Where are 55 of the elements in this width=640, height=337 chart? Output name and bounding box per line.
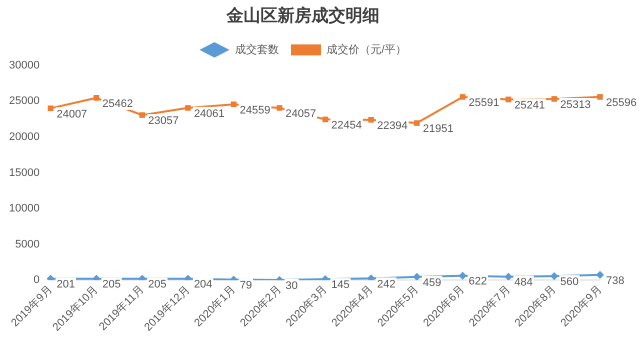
data-label: 201 xyxy=(56,278,75,291)
data-label: 459 xyxy=(422,276,442,289)
data-label: 484 xyxy=(514,276,533,289)
data-label: 25591 xyxy=(468,96,500,109)
data-label: 145 xyxy=(331,279,350,292)
data-label: 622 xyxy=(468,276,488,288)
point xyxy=(94,95,100,101)
legend-label: 成交价（元/平） xyxy=(326,42,407,56)
point xyxy=(596,270,604,279)
data-label: 24061 xyxy=(194,108,225,120)
y-tick-label: 15000 xyxy=(8,166,40,179)
chart-title: 金山区新房成交明细 xyxy=(226,6,380,25)
data-label: 24559 xyxy=(240,104,270,116)
data-label: 560 xyxy=(560,276,579,288)
data-label: 205 xyxy=(102,278,121,291)
point xyxy=(550,272,558,280)
y-tick-label: 20000 xyxy=(8,131,40,144)
y-tick-label: 0 xyxy=(33,274,40,286)
point xyxy=(368,117,374,123)
y-tick-label: 5000 xyxy=(15,238,40,250)
point xyxy=(551,96,558,102)
data-label: 21951 xyxy=(422,123,454,136)
y-tick-label: 30000 xyxy=(8,59,40,72)
point xyxy=(367,274,376,280)
point xyxy=(597,94,603,100)
data-label: 22394 xyxy=(377,120,408,132)
point xyxy=(460,94,466,100)
point xyxy=(276,105,282,111)
data-label: 24007 xyxy=(56,108,88,120)
point xyxy=(458,272,467,280)
y-tick-label: 25000 xyxy=(8,95,40,108)
data-label: 25241 xyxy=(514,100,546,112)
point xyxy=(412,272,421,280)
point xyxy=(230,102,237,108)
point xyxy=(322,116,328,122)
y-tick-label: 10000 xyxy=(8,202,40,215)
data-label: 24057 xyxy=(286,108,316,120)
point xyxy=(504,272,512,280)
point xyxy=(139,112,145,118)
data-label: 30 xyxy=(286,280,298,292)
data-label: 205 xyxy=(148,278,167,291)
point xyxy=(506,96,512,102)
data-label: 25313 xyxy=(560,98,591,111)
data-label: 738 xyxy=(606,274,624,287)
data-label: 242 xyxy=(377,278,396,290)
data-label: 79 xyxy=(240,280,252,292)
data-label: 22454 xyxy=(331,119,362,132)
point xyxy=(48,105,54,112)
data-label: 25462 xyxy=(102,98,133,110)
data-label: 23057 xyxy=(148,115,179,128)
legend-label: 成交套数 xyxy=(234,42,279,56)
data-label: 25596 xyxy=(606,96,637,109)
point xyxy=(185,105,191,111)
data-label: 204 xyxy=(194,278,212,291)
point xyxy=(414,120,420,126)
